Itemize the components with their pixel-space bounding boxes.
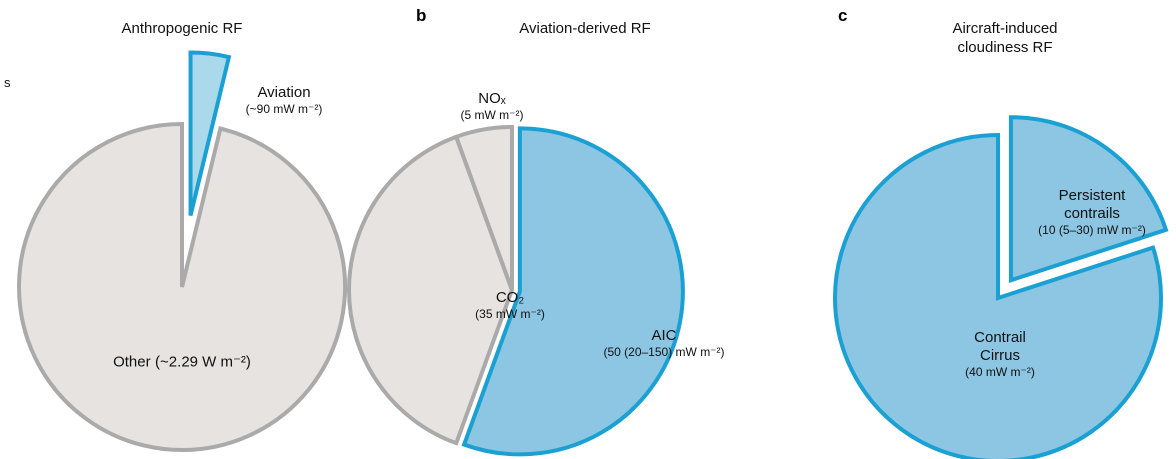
slice-category: Aviation [257,83,311,101]
slice-category: CO₂ [495,288,525,306]
chart-title: Aircraft-induced cloudiness RF [952,20,1058,56]
fragment: s [4,75,11,90]
slice-label: Persistent contrails (10 (5–30) mW m⁻²) [1038,187,1146,237]
slice-category: NOₓ [478,89,506,107]
chart-title: Anthropogenic RF [121,20,243,37]
pie-slice [833,132,1163,459]
slice-label: AIC (50 (20–150) mW m⁻²) [603,327,724,359]
slice-value: (40 mW m⁻²) [965,364,1035,379]
slice-value: (~2.29 W m⁻²) [155,353,251,371]
slice-label: Contrail Cirrus (40 mW m⁻²) [965,329,1035,379]
slice-category: Other [113,353,151,371]
pie-slice [17,121,347,452]
panel-label: b [416,6,427,25]
slice-value: (5 mW m⁻²) [460,107,524,122]
slice-label: NOₓ (5 mW m⁻²) [461,90,524,122]
slice-value: (35 mW m⁻²) [475,306,545,321]
pie-slice [347,134,515,446]
panel-label: c [838,6,848,25]
slice-label: Aviation (~90 mW m⁻²) [239,84,329,116]
slice-category: Persistent contrails [1058,186,1126,222]
slice-value: (~90 mW m⁻²) [245,101,323,116]
chart-title: Aviation-derived RF [519,20,651,37]
pie-slice [1008,115,1169,283]
pie-slice [188,50,232,216]
slice-value: (10 (5–30) mW m⁻²) [1038,222,1146,237]
slice-value: (50 (20–150) mW m⁻²) [603,344,725,359]
pie-slice [461,126,685,457]
slice-label: Other (~2.29 W m⁻²) [113,352,251,371]
slice-label: CO₂ (35 mW m⁻²) [475,289,545,321]
slice-category: Contrail Cirrus [974,328,1026,364]
slice-category: AIC [651,326,677,344]
pie-slice [453,124,514,291]
